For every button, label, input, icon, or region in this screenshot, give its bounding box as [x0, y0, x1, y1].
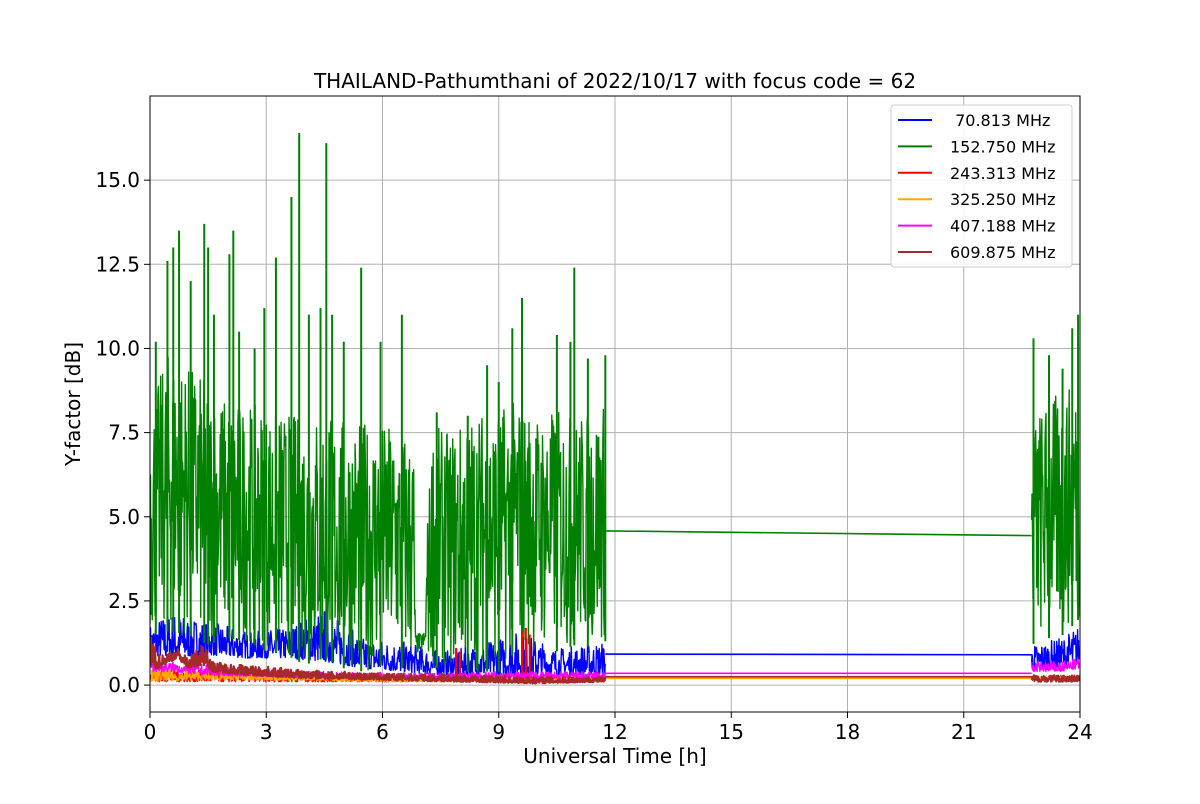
- legend-label: 152.750 MHz: [950, 137, 1055, 156]
- series-gap-connector: [605, 530, 1032, 537]
- legend-label: 407.188 MHz: [950, 217, 1055, 236]
- series-trace: [150, 636, 607, 685]
- series-trace: [1030, 658, 1080, 673]
- x-axis: 0 3 6 9 12 15 18 21 24: [144, 712, 1093, 744]
- series-trace: [1030, 629, 1080, 672]
- y-axis: 0.0 2.5 5.0 7.5 10.0 12.5 15.0: [95, 168, 150, 697]
- y-tick-label: 2.5: [108, 589, 140, 613]
- x-tick-label: 21: [951, 720, 976, 744]
- series-152-750-mhz: [150, 133, 1080, 673]
- x-tick-label: 18: [835, 720, 860, 744]
- series-trace: [1030, 674, 1080, 683]
- x-tick-label: 6: [376, 720, 389, 744]
- y-tick-label: 7.5: [108, 421, 140, 445]
- legend-label: 609.875 MHz: [950, 243, 1055, 262]
- y-tick-label: 15.0: [95, 168, 140, 192]
- y-tick-label: 12.5: [95, 252, 140, 276]
- y-axis-label: Y-factor [dB]: [61, 342, 85, 467]
- series-trace: [150, 357, 606, 673]
- series-609-875-mhz: [150, 636, 1080, 685]
- x-tick-label: 0: [144, 720, 157, 744]
- series-gap-connector: [605, 653, 1032, 656]
- legend-label: 325.250 MHz: [950, 190, 1055, 209]
- legend: 70.813 MHz 152.750 MHz 243.313 MHz 325.250 …: [890, 104, 1073, 268]
- x-tick-label: 12: [602, 720, 627, 744]
- x-tick-label: 24: [1067, 720, 1092, 744]
- x-tick-label: 3: [260, 720, 273, 744]
- series-layer: [150, 133, 1080, 685]
- legend-label: 70.813 MHz: [950, 111, 1050, 130]
- y-tick-label: 5.0: [108, 505, 140, 529]
- x-tick-label: 9: [492, 720, 505, 744]
- legend-frame: [890, 104, 1073, 268]
- x-axis-label: Universal Time [h]: [523, 744, 706, 768]
- chart-title: THAILAND-Pathumthani of 2022/10/17 with …: [313, 69, 916, 93]
- y-tick-label: 10.0: [95, 336, 140, 360]
- x-tick-label: 15: [719, 720, 744, 744]
- legend-label: 243.313 MHz: [950, 164, 1055, 183]
- y-tick-label: 0.0: [108, 673, 140, 697]
